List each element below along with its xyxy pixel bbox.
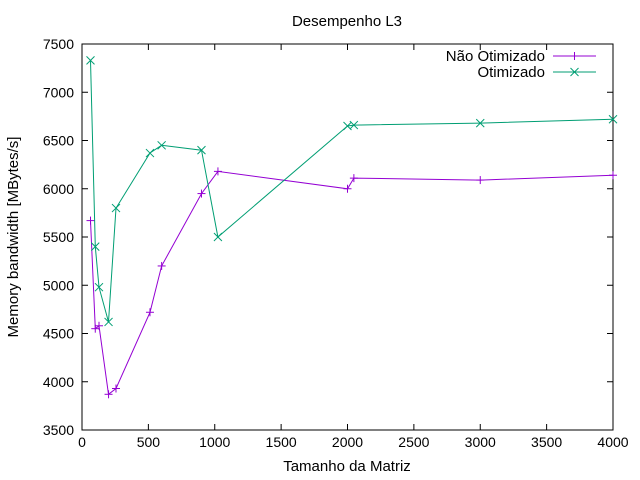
data-point — [343, 184, 352, 193]
data-point — [111, 384, 120, 393]
data-point — [94, 321, 103, 330]
y-tick-label: 6000 — [43, 181, 74, 197]
data-point — [86, 216, 95, 225]
series-line — [90, 170, 614, 396]
data-point — [475, 118, 485, 128]
data-point — [608, 114, 618, 124]
y-tick-label: 6500 — [43, 133, 74, 149]
series-line — [90, 60, 614, 323]
x-axis-label: Tamanho da Matriz — [283, 458, 411, 475]
x-tick-label: 1500 — [266, 434, 297, 450]
y-tick-label: 4500 — [43, 326, 74, 342]
series-0 — [86, 167, 617, 399]
x-tick-label: 3500 — [531, 434, 562, 450]
x-tick-label: 2500 — [398, 434, 429, 450]
data-point — [90, 242, 100, 252]
legend-label: Não Otimizado — [446, 48, 545, 65]
data-point — [86, 56, 95, 65]
x-tick-label: 2000 — [332, 434, 363, 450]
data-point — [476, 176, 485, 185]
y-tick-label: 7000 — [43, 84, 74, 100]
y-tick-label: 5000 — [43, 277, 74, 293]
data-point — [145, 148, 155, 158]
x-tick-label: 0 — [78, 434, 86, 450]
legend-marker — [570, 52, 579, 60]
y-tick-label: 5500 — [43, 229, 74, 245]
y-axis-label: Memory bandwidth [MBytes/s] — [5, 137, 22, 338]
x-tick-label: 1000 — [199, 434, 230, 450]
x-tick-label: 3000 — [465, 434, 496, 450]
y-tick-label: 3500 — [43, 422, 74, 438]
data-point — [111, 203, 121, 213]
data-point — [197, 145, 206, 155]
y-tick-label: 4000 — [43, 374, 74, 390]
x-tick-label: 500 — [137, 434, 161, 450]
data-point — [349, 174, 358, 183]
data-point — [157, 261, 166, 270]
y-tick-label: 7500 — [43, 36, 74, 52]
data-point — [197, 189, 206, 198]
data-point — [104, 390, 113, 399]
plot-frame — [81, 43, 614, 431]
data-point — [213, 232, 223, 242]
data-point — [609, 171, 617, 180]
data-point — [157, 140, 167, 150]
data-point — [349, 120, 359, 130]
series-1 — [86, 56, 618, 327]
data-point — [94, 282, 104, 292]
data-point — [213, 167, 222, 176]
legend-label: Otimizado — [477, 64, 545, 81]
legend-marker — [570, 67, 579, 77]
chart-title: Desempenho L3 — [292, 13, 402, 30]
x-tick-label: 4000 — [597, 434, 628, 450]
data-point — [104, 317, 113, 327]
data-point — [145, 308, 154, 317]
